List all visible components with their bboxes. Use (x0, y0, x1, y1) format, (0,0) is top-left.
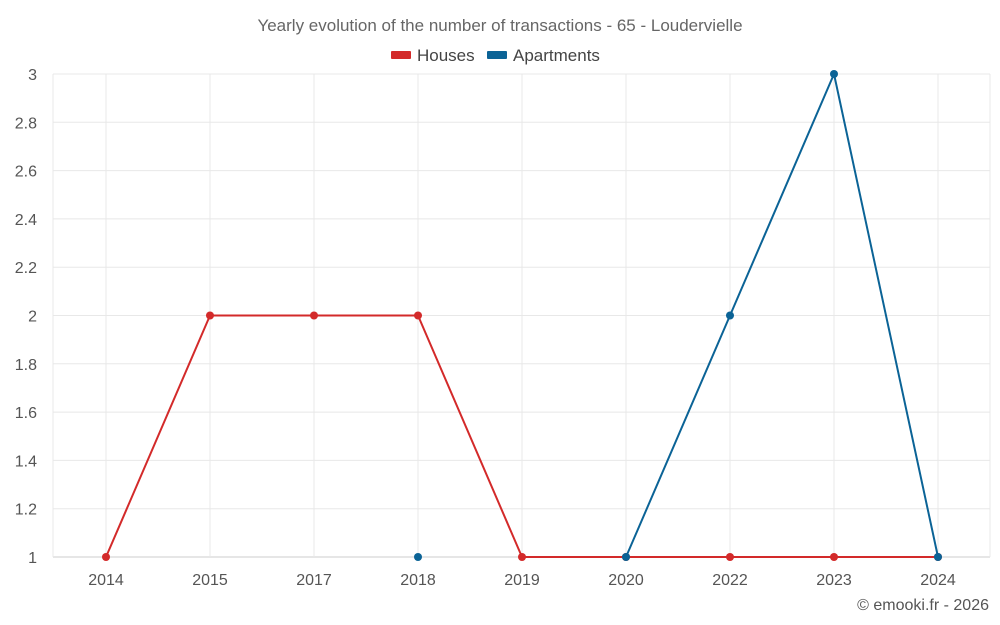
chart-title: Yearly evolution of the number of transa… (257, 16, 742, 35)
legend-item-houses[interactable]: Houses (391, 46, 475, 65)
series-line-apartments (625, 73, 939, 558)
y-tick-label: 1.2 (15, 502, 37, 519)
legend-label-houses: Houses (417, 46, 475, 65)
data-point-apartments[interactable] (414, 553, 422, 561)
y-tick-label: 3 (28, 67, 37, 84)
y-tick-label: 2.6 (15, 164, 37, 181)
y-tick-label: 1.8 (15, 357, 37, 374)
y-tick-label: 2.4 (15, 212, 37, 229)
x-axis-ticks: 2014 2015 2017 2018 2019 2020 2022 2023 2024 (88, 572, 956, 589)
data-point-apartments[interactable] (726, 311, 734, 320)
x-tick-label: 2023 (816, 572, 852, 589)
x-tick-label: 2017 (296, 572, 332, 589)
legend: Houses Apartments (391, 46, 600, 65)
y-tick-label: 1 (28, 550, 37, 567)
x-tick-label: 2020 (608, 572, 644, 589)
x-tick-label: 2022 (712, 572, 748, 589)
legend-swatch-apartments (487, 51, 507, 59)
x-tick-label: 2019 (504, 572, 540, 589)
series (102, 70, 942, 561)
data-point-apartments[interactable] (934, 553, 942, 561)
y-tick-label: 1.6 (15, 405, 37, 422)
legend-label-apartments: Apartments (513, 46, 600, 65)
data-point-houses[interactable] (726, 553, 734, 561)
data-point-houses[interactable] (102, 553, 110, 561)
y-tick-label: 2 (28, 309, 37, 326)
x-tick-label: 2024 (920, 572, 956, 589)
legend-item-apartments[interactable]: Apartments (487, 46, 600, 65)
credit-text: © emooki.fr - 2026 (857, 597, 989, 614)
data-point-apartments[interactable] (622, 553, 630, 561)
y-tick-label: 2.8 (15, 115, 37, 132)
data-point-houses[interactable] (518, 553, 526, 561)
data-point-houses[interactable] (414, 311, 422, 320)
y-axis-ticks: 1 1.2 1.4 1.6 1.8 2 2.2 2.4 2.6 2.8 3 (15, 67, 37, 567)
data-point-houses[interactable] (830, 553, 838, 561)
y-tick-label: 2.2 (15, 260, 37, 277)
x-tick-label: 2014 (88, 572, 124, 589)
x-tick-label: 2018 (400, 572, 436, 589)
data-point-apartments[interactable] (830, 70, 838, 78)
y-tick-label: 1.4 (15, 453, 37, 470)
x-tick-label: 2015 (192, 572, 228, 589)
data-point-houses[interactable] (310, 311, 318, 320)
data-point-houses[interactable] (206, 311, 214, 320)
series-apartments (414, 70, 942, 561)
legend-swatch-houses (391, 51, 411, 59)
